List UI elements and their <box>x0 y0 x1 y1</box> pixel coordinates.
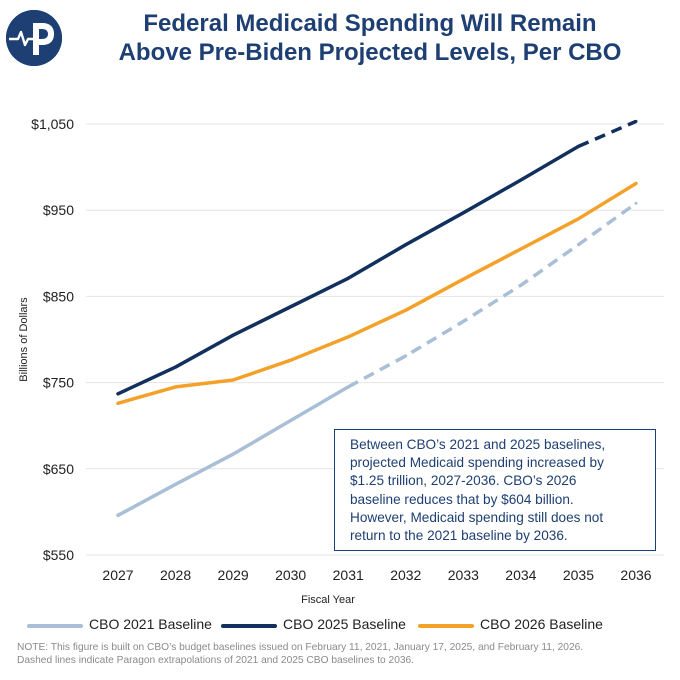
line-chart: $550 $650 $750 $850 $950 $1,050 2027 2028 2029 20… <box>18 116 664 606</box>
y-tick-label: $950 <box>43 202 74 218</box>
footnote: NOTE: This figure is built on CBO’s budg… <box>17 641 667 667</box>
legend-label: CBO 2021 Baseline <box>89 616 212 632</box>
x-tick-label: 2029 <box>218 567 249 583</box>
data-point-cbo-2026 <box>289 358 293 362</box>
data-point-cbo-2025 <box>231 333 235 337</box>
x-tick-label: 2028 <box>160 567 191 583</box>
x-tick-label: 2036 <box>620 567 651 583</box>
series-line-cbo-2025-dashed <box>577 119 637 149</box>
legend-label: CBO 2025 Baseline <box>283 616 406 632</box>
annotation-line: projected Medicaid spending increased by <box>350 455 604 471</box>
data-point-cbo-2021 <box>116 513 120 517</box>
paragon-logo-icon <box>6 10 62 66</box>
y-tick-label: $750 <box>43 375 74 391</box>
series-line-cbo-2026-solid <box>116 181 638 406</box>
annotation-line: $1.25 trillion, 2027-2036. CBO’s 2026 <box>350 473 577 489</box>
series-line-cbo-2025-solid <box>116 144 581 396</box>
data-point-cbo-2021 <box>461 319 465 323</box>
legend-swatch-cbo-2021 <box>27 624 83 628</box>
x-tick-label: 2031 <box>333 567 364 583</box>
data-point-cbo-2021 <box>576 243 580 247</box>
data-point-cbo-2026 <box>461 277 465 281</box>
x-tick-label: 2034 <box>505 567 536 583</box>
y-tick-label: $550 <box>43 547 74 563</box>
x-tick-label: 2032 <box>390 567 421 583</box>
x-tick-label: 2030 <box>275 567 306 583</box>
y-tick-label: $650 <box>43 461 74 477</box>
data-point-cbo-2021 <box>634 201 638 205</box>
data-point-cbo-2025 <box>289 305 293 309</box>
series-line-cbo-2021-dashed <box>347 201 638 389</box>
data-point-cbo-2026 <box>346 335 350 339</box>
annotation-line: However, Medicaid spending still does no… <box>350 509 604 525</box>
data-point-cbo-2026 <box>231 378 235 382</box>
data-point-cbo-2021 <box>231 452 235 456</box>
data-point-cbo-2026 <box>634 181 638 185</box>
x-tick-label: 2033 <box>448 567 479 583</box>
data-point-cbo-2025 <box>519 178 523 182</box>
chart-title-line-2: Above Pre-Biden Projected Levels, Per CB… <box>118 39 622 66</box>
data-point-cbo-2021 <box>346 385 350 389</box>
data-point-cbo-2025 <box>461 211 465 215</box>
data-point-cbo-2025 <box>576 144 580 148</box>
data-point-cbo-2026 <box>116 401 120 405</box>
data-point-cbo-2021 <box>174 482 178 486</box>
legend-swatch-cbo-2026 <box>418 624 474 628</box>
data-point-cbo-2025 <box>634 119 638 123</box>
data-point-cbo-2026 <box>576 217 580 221</box>
legend-swatch-cbo-2025 <box>221 624 277 628</box>
annotation-line: return to the 2021 baseline by 2036. <box>350 528 568 544</box>
footnote-line: Dashed lines indicate Paragon extrapolat… <box>17 655 415 666</box>
x-tick-label: 2035 <box>563 567 594 583</box>
annotation-line: baseline reduces that by $604 billion. <box>350 491 574 507</box>
data-point-cbo-2025 <box>346 276 350 280</box>
annotation-box: Between CBO’s 2021 and 2025 baselines, p… <box>334 429 656 551</box>
data-point-cbo-2026 <box>404 308 408 312</box>
data-point-cbo-2025 <box>116 392 120 396</box>
y-axis-label: Billions of Dollars <box>18 297 30 382</box>
y-tick-label: $850 <box>43 288 74 304</box>
series-line-cbo-2021-solid <box>116 385 350 518</box>
data-point-cbo-2021 <box>404 354 408 358</box>
data-point-cbo-2021 <box>519 283 523 287</box>
data-point-cbo-2021 <box>289 419 293 423</box>
x-axis-label: Fiscal Year <box>301 594 355 606</box>
data-point-cbo-2025 <box>404 243 408 247</box>
data-point-cbo-2026 <box>174 385 178 389</box>
data-point-cbo-2025 <box>174 365 178 369</box>
x-tick-label: 2027 <box>102 567 133 583</box>
footnote-line: NOTE: This figure is built on CBO’s budg… <box>17 642 584 653</box>
y-tick-label: $1,050 <box>31 116 74 132</box>
chart-title-line-1: Federal Medicaid Spending Will Remain <box>143 10 597 37</box>
legend-label: CBO 2026 Baseline <box>480 616 603 632</box>
data-point-cbo-2026 <box>519 247 523 251</box>
annotation-line: Between CBO’s 2021 and 2025 baselines, <box>350 437 606 452</box>
chart-legend: CBO 2021 Baseline CBO 2025 Baseline CBO … <box>0 614 680 636</box>
